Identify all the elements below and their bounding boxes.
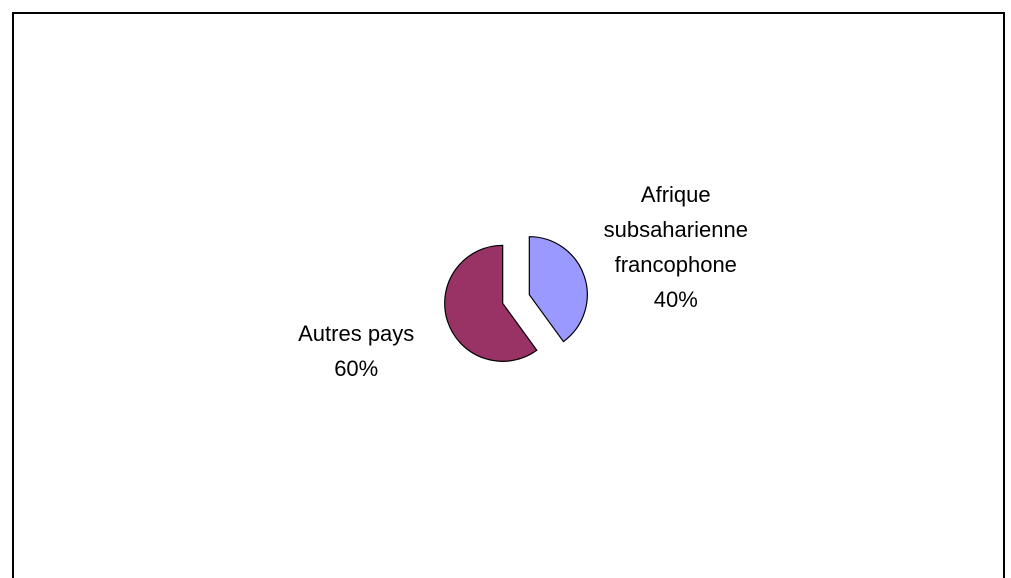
category-label: Autres pays [298, 320, 415, 346]
pie-slice [528, 236, 588, 343]
value-label: 60% [334, 355, 379, 381]
slice-label: Autres pays 60% [261, 316, 451, 386]
chart-frame [12, 12, 1005, 578]
value-label: 40% [653, 287, 698, 313]
pie-slice [444, 244, 538, 362]
slice-label: Afrique subsaharienne francophone 40% [581, 177, 771, 317]
category-label: Afrique subsaharienne francophone [603, 182, 748, 278]
